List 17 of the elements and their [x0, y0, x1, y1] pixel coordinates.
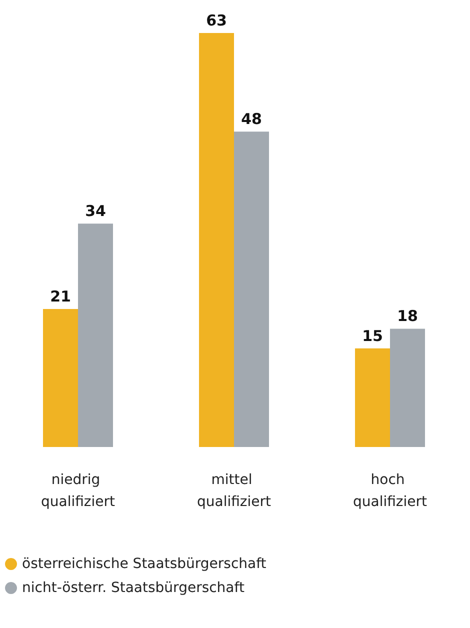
data-label: 34: [85, 202, 106, 220]
x-tick-label: hoch qualifiziert: [352, 472, 428, 510]
x-tick-label: niedrig qualifiziert: [40, 472, 116, 510]
bar: [355, 348, 390, 447]
x-tick-label: mittel qualifiziert: [196, 472, 272, 510]
bar: [78, 224, 113, 447]
legend-label: nicht-österr. Staatsbürgerschaft: [22, 580, 245, 596]
bar: [199, 33, 234, 447]
data-label: 63: [206, 12, 227, 30]
data-label: 21: [50, 288, 71, 306]
bar: [43, 309, 78, 447]
bar: [390, 328, 425, 447]
legend-label: österreichische Staatsbürgerschaft: [22, 556, 267, 572]
bar: [234, 132, 269, 447]
data-label: 48: [241, 110, 262, 128]
data-label: 15: [362, 326, 383, 345]
data-label: 18: [397, 307, 418, 326]
